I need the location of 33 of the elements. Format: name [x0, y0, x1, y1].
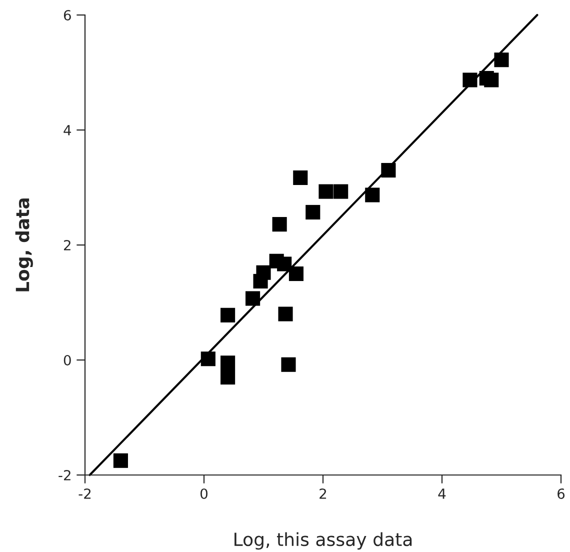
point [288, 266, 304, 282]
point [365, 188, 380, 202]
x-tick-label: 0 [200, 488, 208, 499]
x-tick-label: 2 [320, 488, 326, 499]
x-tick-label: -2 [78, 488, 91, 499]
y-tick-label: 0 [64, 354, 71, 366]
point [494, 52, 509, 68]
y-axis-title: Log, data [15, 198, 33, 292]
point [318, 184, 334, 199]
point [220, 356, 236, 370]
point [220, 308, 236, 322]
y-tick-label: 2 [64, 240, 70, 250]
y-tick-label: 6 [64, 10, 71, 20]
point [462, 72, 478, 88]
point [246, 291, 260, 306]
x-axis-title: Log, this assay data [234, 532, 412, 550]
point [293, 170, 308, 186]
point [306, 204, 320, 220]
point [200, 352, 216, 366]
y-tick-label: 4 [64, 125, 72, 136]
point [277, 256, 292, 272]
point [484, 72, 499, 88]
point [272, 217, 287, 232]
point [256, 265, 271, 280]
point [278, 306, 293, 322]
point [381, 162, 396, 178]
point [113, 453, 128, 468]
point [281, 357, 296, 372]
x-tick-label: 6 [558, 488, 565, 499]
point [334, 184, 348, 199]
y-tick-label: -2 [58, 470, 70, 480]
x-tick-label: 4 [438, 488, 446, 499]
point [220, 370, 236, 385]
